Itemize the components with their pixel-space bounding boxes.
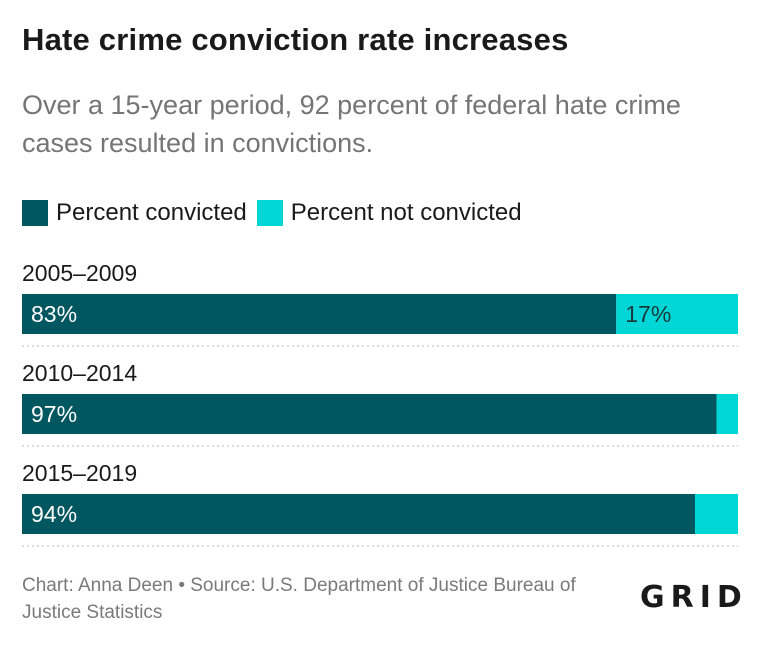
bar-percent-not-convicted-2010-2014 [716, 394, 738, 434]
category-label-2005-2009: 2005–2009 [22, 260, 137, 286]
source-credit: Chart: Anna Deen • Source: U.S. Departme… [22, 575, 576, 623]
chart-subtitle: Over a 15-year period, 92 percent of fed… [22, 90, 681, 158]
legend-label-convicted: Percent convicted [56, 199, 247, 226]
legend: Percent convicted Percent not convicted [22, 198, 532, 228]
data-label-percent-convicted-2005-2009: 83% [31, 301, 77, 327]
legend-label-not-convicted: Percent not convicted [290, 199, 522, 226]
bar-chart: 2005–2009 83% 17% 2010–2014 97% 2015–2019 94% [22, 260, 738, 547]
data-label-percent-convicted-2010-2014: 97% [31, 401, 77, 427]
data-label-percent-not-convicted-2005-2009: 17% [625, 301, 671, 327]
category-label-2010-2014: 2010–2014 [22, 360, 137, 386]
bar-percent-convicted-2010-2014 [22, 394, 717, 434]
data-label-percent-convicted-2015-2019: 94% [31, 501, 77, 527]
bar-percent-not-convicted-2015-2019 [695, 494, 738, 534]
bar-percent-convicted-2015-2019 [22, 494, 696, 534]
chart-title: Hate crime conviction rate increases [22, 22, 569, 57]
legend-swatch-convicted [22, 200, 48, 226]
legend-item-convicted: Percent convicted [22, 199, 247, 227]
legend-swatch-not-convicted [256, 200, 283, 226]
category-label-2015-2019: 2015–2019 [22, 460, 137, 486]
legend-item-not-convicted: Percent not convicted [256, 199, 522, 227]
grid-logo: GRID [640, 580, 748, 615]
bar-percent-convicted-2005-2009 [22, 294, 617, 334]
bar-percent-not-convicted-2005-2009 [616, 294, 738, 334]
